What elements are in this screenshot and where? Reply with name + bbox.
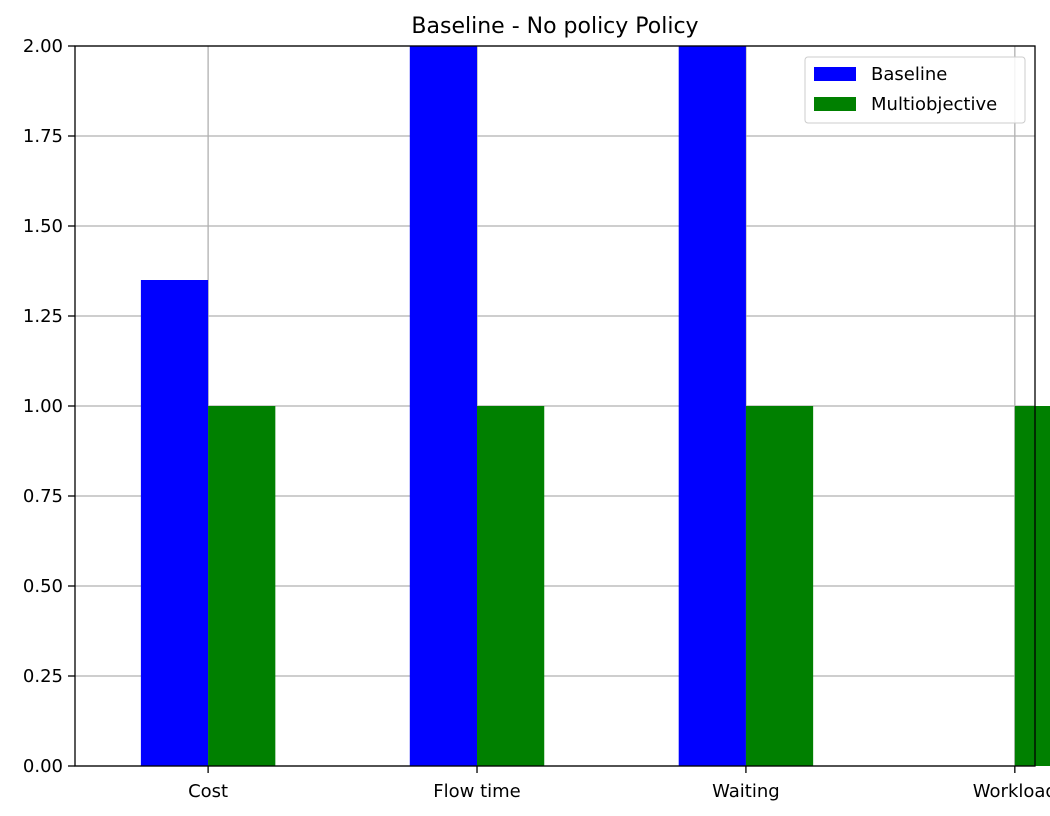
legend-label-baseline: Baseline [871, 64, 947, 85]
y-tick-label: 1.75 [23, 126, 63, 147]
y-axis: 0.00 0.25 0.50 0.75 1.00 1.25 1.50 1.75 2.00 [23, 36, 75, 777]
y-tick-label: 0.50 [23, 576, 63, 597]
bar-multiobjective-workload [1014, 406, 1050, 766]
x-tick-label: Waiting [712, 781, 780, 802]
bar-baseline-waiting [678, 46, 746, 766]
bars [140, 46, 1050, 766]
x-tick-label: Flow time [433, 781, 520, 802]
y-tick-label: 1.00 [23, 396, 63, 417]
x-tick-label: Cost [188, 781, 228, 802]
legend-swatch-multiobjective [814, 97, 856, 111]
bar-multiobjective-waiting [745, 406, 814, 766]
chart-title: Baseline - No policy Policy [411, 14, 698, 39]
y-tick-label: 1.25 [23, 306, 63, 327]
x-axis: Cost Flow time Waiting Workload [188, 766, 1050, 802]
x-tick-label: Workload [973, 781, 1050, 802]
legend-box [804, 56, 1026, 124]
bar-multiobjective-cost [208, 406, 276, 766]
y-tick-label: 0.25 [23, 666, 63, 687]
y-tick-label: 0.75 [23, 486, 63, 507]
bar-baseline-flow-time [409, 46, 478, 766]
legend: Baseline Multiobjective [804, 56, 1026, 124]
y-tick-label: 2.00 [23, 36, 63, 57]
y-tick-label: 0.00 [23, 756, 63, 777]
legend-swatch-baseline [814, 67, 856, 81]
y-tick-label: 1.50 [23, 216, 63, 237]
bar-baseline-cost [140, 280, 209, 766]
legend-label-multiobjective: Multiobjective [871, 94, 997, 115]
bar-multiobjective-flow-time [477, 406, 545, 766]
